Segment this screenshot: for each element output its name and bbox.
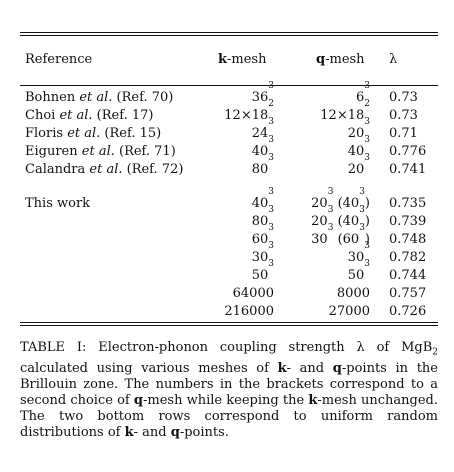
qmesh-cell: 203	[347, 153, 370, 178]
lambda-cell: 0.748	[389, 232, 427, 247]
reference-cell: Calandra et al. (Ref. 72)	[25, 162, 184, 177]
header-qmesh: q-mesh	[316, 52, 365, 67]
qmesh-cell: 12×182	[320, 99, 370, 124]
lambda-cell: 0.735	[389, 196, 427, 211]
header-rule	[20, 85, 438, 86]
qmesh-cell: 63	[355, 81, 370, 106]
kmesh-cell: 12×182	[224, 99, 274, 124]
kmesh-cell: 603	[251, 223, 274, 248]
top-rule-2	[20, 35, 438, 36]
header-reference: Reference	[25, 52, 93, 67]
bottom-rule-2	[20, 325, 438, 326]
qmesh-cell: 503	[347, 259, 370, 284]
header-lambda: λ	[389, 52, 398, 67]
lambda-cell: 0.71	[389, 126, 418, 141]
kmesh-cell: 216000	[224, 304, 274, 319]
top-rule	[20, 32, 438, 33]
lambda-cell: 0.73	[389, 90, 418, 105]
qmesh-cell: 303	[347, 241, 370, 266]
reference-cell: Eiguren et al. (Ref. 71)	[25, 144, 176, 159]
header-kmesh: k-mesh	[218, 52, 267, 67]
lambda-cell: 0.782	[389, 250, 427, 265]
kmesh-cell: 303	[251, 241, 274, 266]
kmesh-cell: 503	[251, 259, 274, 284]
qmesh-cell: 303 (603)	[311, 223, 370, 248]
lambda-cell: 0.739	[389, 214, 427, 229]
bottom-rule	[20, 322, 438, 323]
kmesh-cell: 403	[251, 135, 274, 160]
qmesh-cell: 203 (403)	[311, 187, 370, 212]
reference-cell: Bohnen et al. (Ref. 70)	[25, 90, 174, 105]
lambda-cell: 0.744	[389, 268, 427, 283]
kmesh-cell: 803	[251, 205, 274, 230]
table-caption: TABLE I: Electron-phonon coupling streng…	[20, 340, 439, 440]
kmesh-cell: 64000	[232, 286, 274, 301]
kmesh-cell: 403	[251, 187, 274, 212]
qmesh-cell: 203	[347, 117, 370, 142]
kmesh-cell: 803	[251, 153, 274, 178]
kmesh-cell: 243	[251, 117, 274, 142]
qmesh-cell: 8000	[336, 286, 370, 301]
lambda-cell: 0.757	[389, 286, 427, 301]
this-work-label: This work	[25, 196, 91, 211]
qmesh-cell: 403	[347, 135, 370, 160]
reference-cell: Choi et al. (Ref. 17)	[25, 108, 154, 123]
qmesh-cell: 203 (403)	[311, 205, 370, 230]
lambda-cell: 0.776	[389, 144, 427, 159]
lambda-cell: 0.726	[389, 304, 427, 319]
qmesh-cell: 27000	[328, 304, 370, 319]
lambda-cell: 0.741	[389, 162, 427, 177]
reference-cell: Floris et al. (Ref. 15)	[25, 126, 162, 141]
kmesh-cell: 363	[251, 81, 274, 106]
lambda-cell: 0.73	[389, 108, 418, 123]
